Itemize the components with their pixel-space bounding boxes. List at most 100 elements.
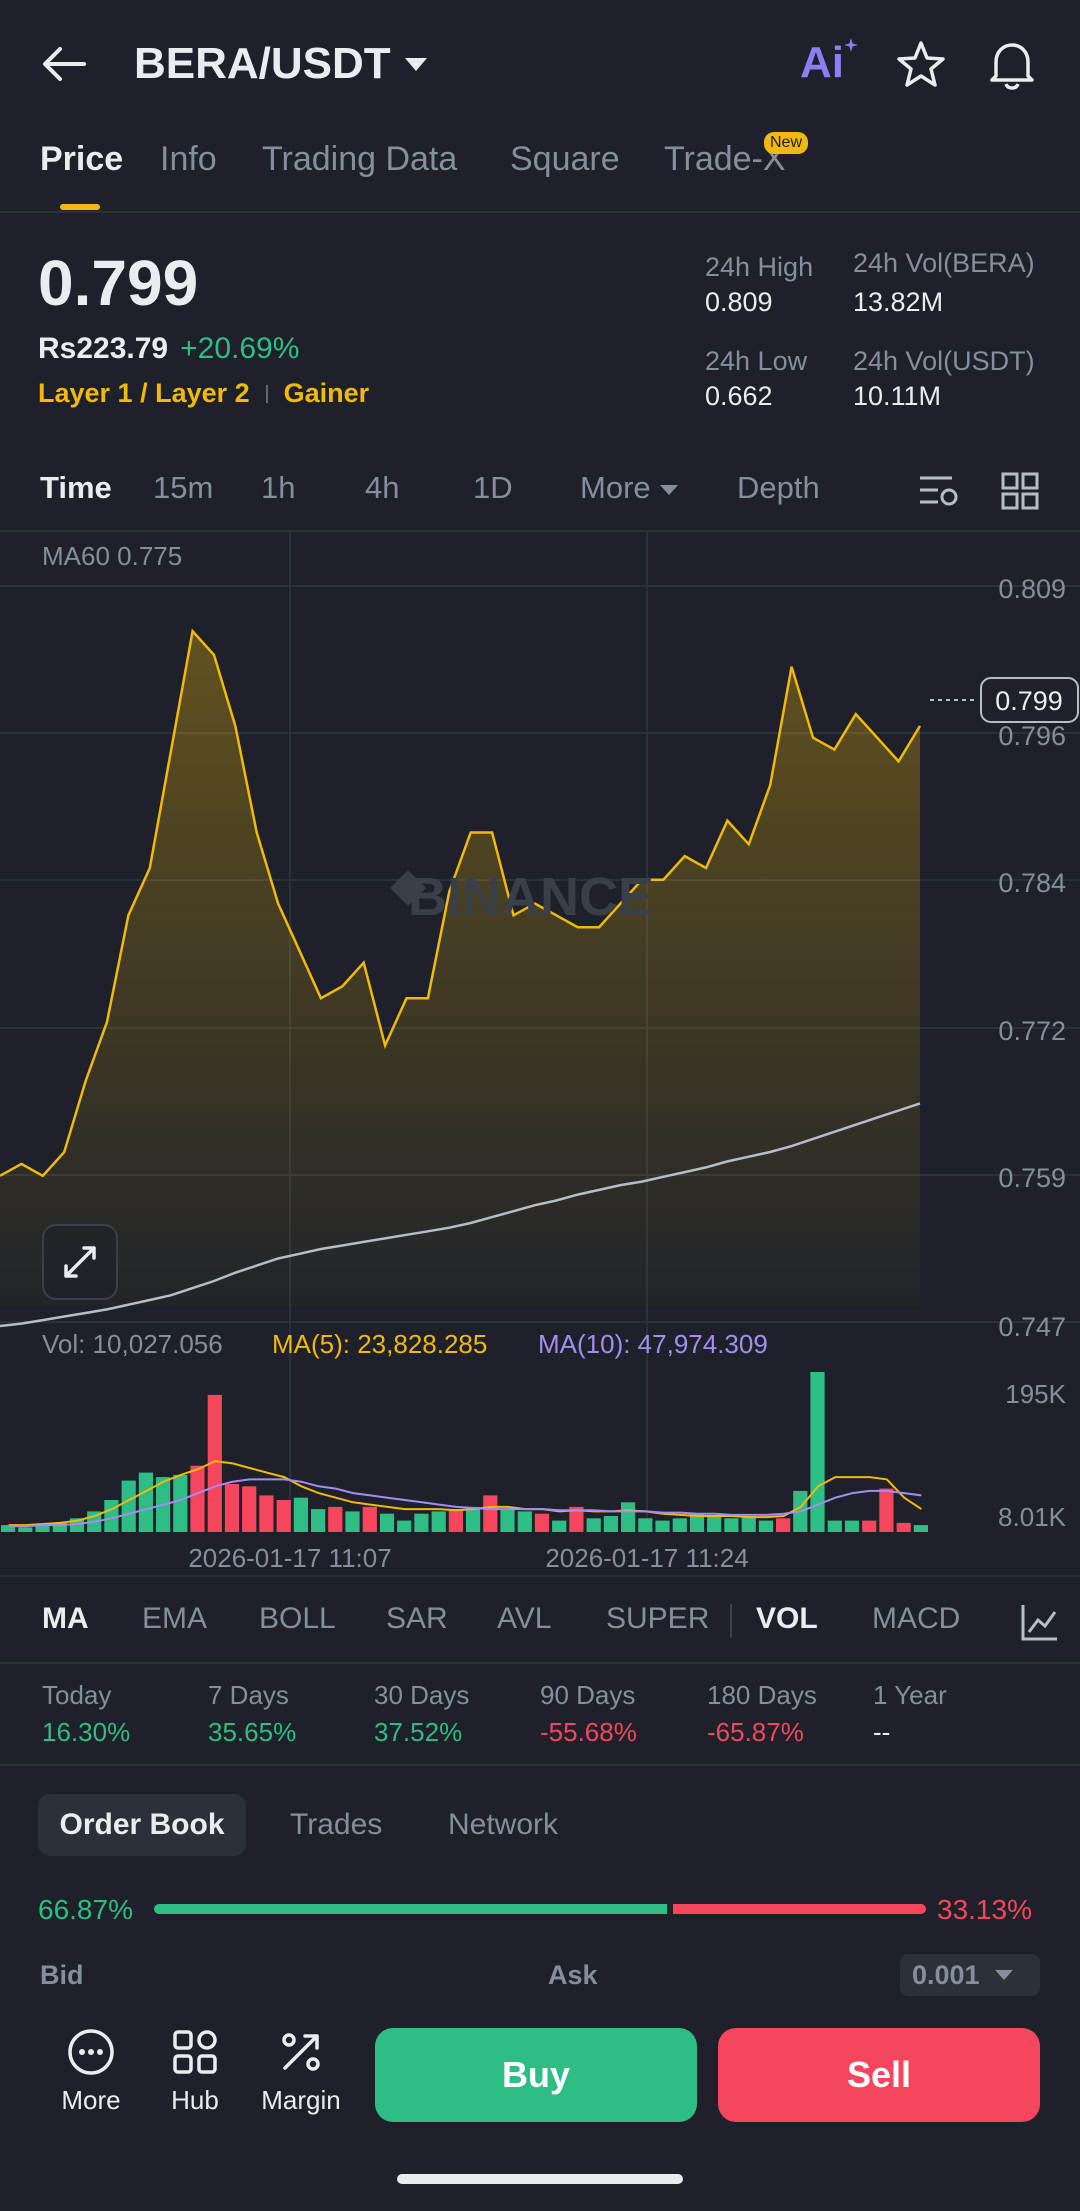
volume-bar <box>173 1474 188 1532</box>
interval-15m[interactable]: 15m <box>153 470 214 505</box>
ma5-label: MA(5): 23,828.285 <box>272 1329 487 1359</box>
indicator-bar: MA EMA BOLL SAR AVL SUPER VOL MACD <box>0 1602 1080 1646</box>
indicator-macd[interactable]: MACD <box>872 1602 961 1635</box>
bottom-more[interactable]: More <box>56 2028 126 2116</box>
stat-label: 24h Vol(BERA) <box>853 248 1035 278</box>
volume-bar <box>311 1509 326 1532</box>
ai-icon: Ai <box>800 38 844 87</box>
expand-chart-button[interactable] <box>42 1224 118 1300</box>
y-axis-label: 0.772 <box>998 1016 1066 1046</box>
perf-180d: 180 Days -65.87% <box>707 1680 817 1748</box>
perf-value: 37.52% <box>374 1717 463 1747</box>
volume-bar <box>379 1513 395 1532</box>
indicator-avl[interactable]: AVL <box>497 1602 552 1635</box>
more-icon <box>68 2029 114 2075</box>
volume-bar <box>414 1513 429 1532</box>
volume-bar <box>741 1516 756 1532</box>
volume-bar <box>621 1502 636 1532</box>
tags: Layer 1 / Layer 2 Gainer <box>38 378 369 409</box>
last-price-tag-text: 0.799 <box>995 686 1063 716</box>
indicator-sar[interactable]: SAR <box>386 1602 448 1635</box>
tag-layer[interactable]: Layer 1 / Layer 2 <box>38 378 250 408</box>
bottom-hub-label: Hub <box>171 2085 219 2115</box>
tab-info[interactable]: Info <box>160 140 217 178</box>
layout-grid-icon[interactable] <box>1001 472 1039 515</box>
volume-bar <box>827 1520 842 1532</box>
back-icon[interactable] <box>40 44 90 84</box>
volume-bar <box>242 1486 257 1532</box>
sell-button[interactable]: Sell <box>718 2028 1040 2122</box>
perf-label: Today <box>42 1680 112 1710</box>
star-icon[interactable] <box>896 40 946 93</box>
buy-button[interactable]: Buy <box>375 2028 697 2122</box>
bid-ask-ratio-bar <box>154 1904 926 1914</box>
active-tab-indicator <box>60 204 100 210</box>
perf-value: -55.68% <box>540 1717 637 1747</box>
precision-select[interactable]: 0.001 <box>900 1954 1040 1996</box>
caret-down-icon <box>659 485 678 495</box>
volume-bar <box>500 1509 515 1532</box>
indicator-settings-icon[interactable] <box>1020 1602 1060 1642</box>
volume-bar <box>448 1509 463 1532</box>
vol-label: Vol: 10,027.056 <box>42 1329 223 1359</box>
pair-title: BERA/USDT <box>134 39 391 88</box>
volume-bar <box>328 1506 343 1532</box>
interval-1h[interactable]: 1h <box>261 470 296 505</box>
volume-bar <box>207 1394 222 1532</box>
caret-down-icon <box>994 1970 1013 1980</box>
indicator-ema[interactable]: EMA <box>142 1602 208 1635</box>
volume-bar <box>776 1518 791 1532</box>
interval-depth[interactable]: Depth <box>737 470 820 505</box>
volume-bar <box>569 1506 584 1532</box>
tag-gainer[interactable]: Gainer <box>283 378 370 408</box>
tab-trading-data[interactable]: Trading Data <box>262 140 458 178</box>
tab-trades[interactable]: Trades <box>290 1808 383 1841</box>
volume-bar <box>345 1511 360 1532</box>
interval-more[interactable]: More <box>580 470 679 506</box>
perf-today: Today 16.30% <box>42 1680 130 1748</box>
perf-value: 16.30% <box>42 1717 131 1747</box>
perf-value: -65.87% <box>707 1717 804 1747</box>
stat-24h-high: 24h High 0.809 <box>705 252 813 318</box>
stat-value: 10.11M <box>853 381 942 411</box>
volume-bar <box>431 1511 446 1532</box>
volume-bar <box>362 1506 377 1532</box>
bottom-margin[interactable]: Margin <box>256 2028 346 2116</box>
pair-selector[interactable]: BERA/USDT <box>134 36 429 92</box>
chart-settings-icon[interactable] <box>918 474 960 515</box>
interval-time[interactable]: Time <box>40 470 112 505</box>
stat-24h-vol-base: 24h Vol(BERA) 13.82M <box>853 248 1035 318</box>
indicator-boll[interactable]: BOLL <box>259 1602 336 1635</box>
interval-4h[interactable]: 4h <box>365 470 400 505</box>
indicator-super[interactable]: SUPER <box>606 1602 710 1635</box>
perf-label: 180 Days <box>707 1680 817 1710</box>
volume-bar <box>672 1518 687 1532</box>
tab-order-book[interactable]: Order Book <box>38 1794 246 1856</box>
interval-bar: Time 15m 1h 4h 1D More Depth <box>0 470 1080 520</box>
indicator-ma[interactable]: MA <box>42 1602 89 1635</box>
bell-icon[interactable] <box>988 38 1036 95</box>
vol-y-label-high: 195K <box>1005 1379 1066 1409</box>
tab-network[interactable]: Network <box>448 1808 559 1841</box>
bottom-hub[interactable]: Hub <box>160 2028 230 2116</box>
volume-bar <box>190 1465 205 1532</box>
volume-bar <box>844 1520 860 1532</box>
volume-bar <box>35 1525 50 1532</box>
volume-bar <box>655 1520 670 1532</box>
interval-1d[interactable]: 1D <box>473 470 513 505</box>
volume-bar <box>517 1511 532 1532</box>
bid-fill <box>154 1904 667 1914</box>
interval-divider <box>0 530 1080 532</box>
perf-value: -- <box>873 1717 891 1747</box>
tab-price[interactable]: Price <box>40 140 124 178</box>
price-change: +20.69% <box>180 332 300 365</box>
ask-column-label: Ask <box>548 1960 598 1990</box>
tab-square[interactable]: Square <box>510 140 620 178</box>
y-axis-label: 0.759 <box>998 1163 1066 1193</box>
ai-button[interactable]: Ai <box>800 38 860 94</box>
volume-bar <box>552 1520 567 1532</box>
price-chart[interactable]: BINANCE 0.809 0.796 0.784 0.772 0.759 0.747 0… <box>0 532 1080 1572</box>
ask-percent: 33.13% <box>937 1894 1032 1925</box>
indicator-vol[interactable]: VOL <box>756 1602 818 1635</box>
volume-bar <box>586 1518 601 1532</box>
